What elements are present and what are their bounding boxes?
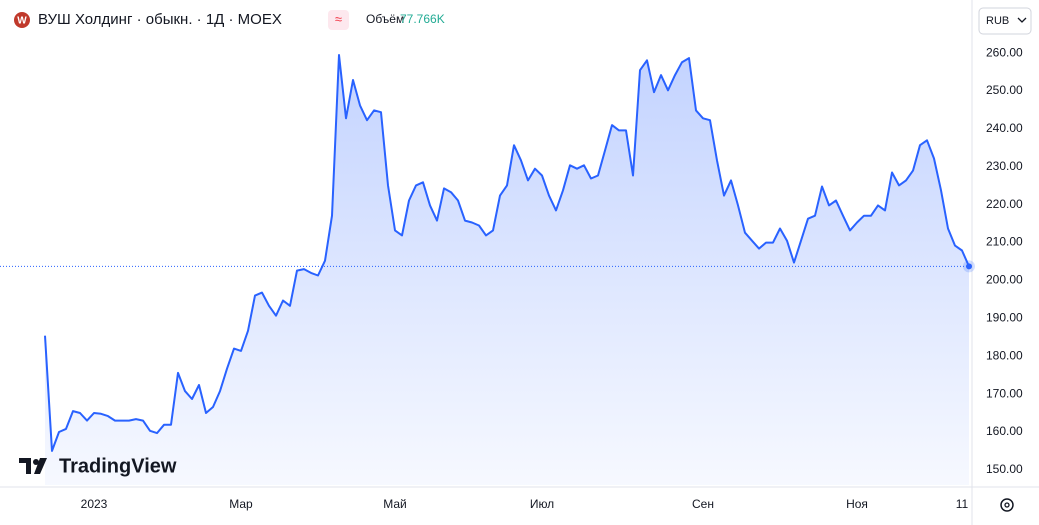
x-tick-label: 11 — [956, 497, 969, 511]
settings-icon — [1004, 502, 1010, 508]
y-tick-label: 190.00 — [986, 310, 1023, 324]
currency-select[interactable] — [978, 7, 1032, 35]
symbol-logo — [14, 12, 30, 28]
y-tick-label: 240.00 — [986, 121, 1023, 135]
y-tick-label: 160.00 — [986, 424, 1023, 438]
settings-button[interactable] — [1000, 498, 1014, 512]
last-point — [966, 263, 972, 270]
y-tick-label: 210.00 — [986, 235, 1023, 249]
currency: RUB — [986, 15, 1009, 27]
x-tick-label: Сен — [692, 497, 714, 511]
volume-label: Объём — [366, 12, 404, 26]
y-tick-label: 260.00 — [986, 45, 1023, 59]
y-tick-label: 230.00 — [986, 159, 1023, 173]
plot: 150.00 160.00 170.00 180.00 190.00 200.00 210.… — [0, 45, 1023, 511]
compare-icon: ≈ — [335, 11, 342, 26]
watermark-logo — [19, 458, 47, 474]
y-tick-label: 220.00 — [986, 197, 1023, 211]
price-line — [44, 54, 970, 452]
y-tick-label: 170.00 — [986, 386, 1023, 400]
x-tick-label: Июл — [530, 497, 554, 511]
x-tick-label: Май — [383, 497, 407, 511]
y-tick-label: 180.00 — [986, 348, 1023, 362]
area — [45, 55, 969, 485]
volume-value: 77.766K — [400, 12, 445, 26]
chart-title[interactable]: ВУШ Холдинг · обыкн. · 1Д · MOEX — [38, 11, 282, 28]
x-tick-label: Мар — [229, 497, 253, 511]
watermark-text: TradingView — [59, 455, 177, 477]
x-tick-label: 2023 — [81, 497, 108, 511]
compare-button[interactable] — [328, 10, 349, 30]
y-tick-label: 150.00 — [986, 462, 1023, 476]
symbol-logo-letter: W — [17, 16, 27, 27]
y-tick-label: 250.00 — [986, 83, 1023, 97]
dropdown-arrow — [1017, 17, 1027, 23]
x-tick-label: Ноя — [846, 497, 868, 511]
y-tick-label: 200.00 — [986, 273, 1023, 287]
